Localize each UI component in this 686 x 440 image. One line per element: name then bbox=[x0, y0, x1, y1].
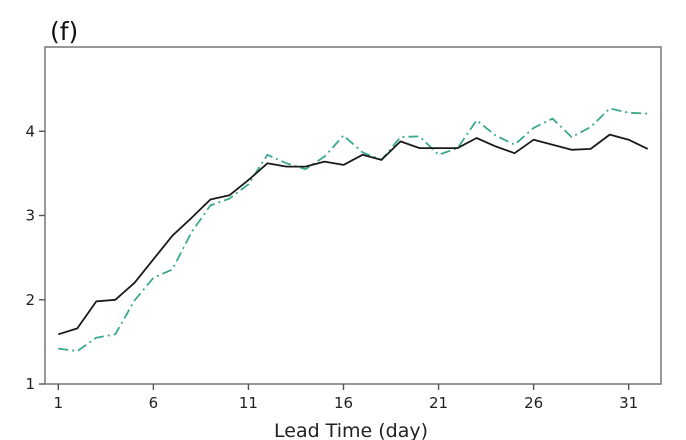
x-axis-label: Lead Time (day) bbox=[274, 420, 428, 440]
x-tick-label: 16 bbox=[334, 394, 353, 412]
y-tick-label: 1 bbox=[25, 375, 35, 393]
panel-label: (f) bbox=[50, 17, 78, 46]
x-tick-label: 6 bbox=[149, 394, 159, 412]
y-tick-label: 3 bbox=[25, 207, 35, 225]
y-tick-label: 4 bbox=[25, 122, 35, 140]
series-line-2 bbox=[58, 107, 648, 353]
x-tick-label: 11 bbox=[239, 394, 258, 412]
x-tick-label: 31 bbox=[619, 394, 638, 412]
x-tick-label: 1 bbox=[54, 394, 64, 412]
x-axis: 1 6 11 16 21 26 31 bbox=[54, 384, 638, 412]
plot-area-frame bbox=[44, 46, 662, 385]
series-line-1 bbox=[58, 133, 649, 336]
y-axis: 1 2 3 4 bbox=[25, 122, 45, 393]
series-layer bbox=[58, 107, 649, 353]
x-tick-label: 21 bbox=[429, 394, 448, 412]
x-tick-label: 26 bbox=[524, 394, 543, 412]
y-tick-label: 2 bbox=[25, 291, 35, 309]
